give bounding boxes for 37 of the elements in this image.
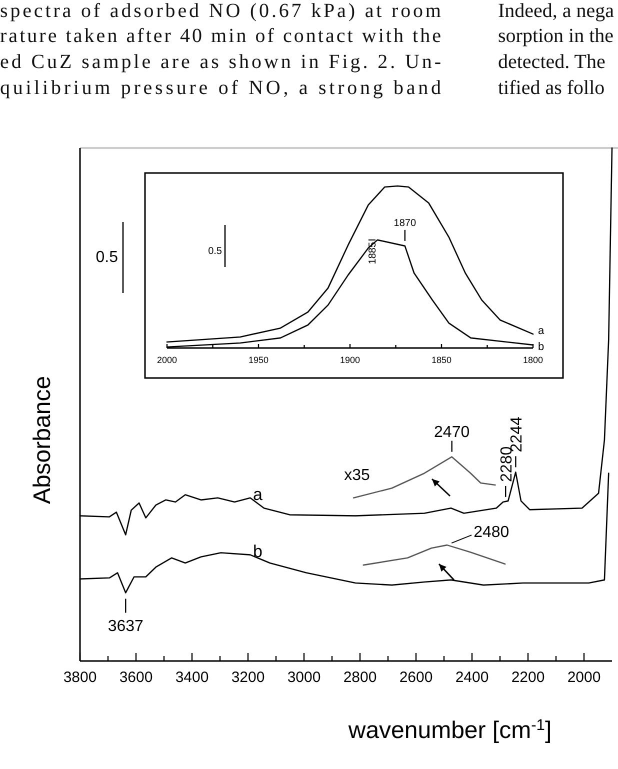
x-tick-label: 2800 — [343, 669, 377, 686]
x-tick-label: 2000 — [567, 669, 601, 686]
x-tick-label: 3200 — [231, 669, 265, 686]
x-tick-label: 2000 — [156, 355, 178, 365]
x-tick-label: 2200 — [511, 669, 545, 686]
annotation: 1870 — [394, 218, 416, 229]
x-tick-label: 1850 — [431, 355, 452, 365]
x-tick-label: 3800 — [63, 669, 97, 686]
text: Indeed, a nega — [498, 0, 614, 22]
series-label: b — [538, 341, 544, 353]
text: quilibrium pressure of NO, a strong band — [0, 77, 441, 99]
annotation: 2470 — [434, 424, 470, 441]
y-axis-title: Absorbance — [29, 376, 56, 504]
x-tick-label: 3000 — [287, 669, 321, 686]
annotation: 3637 — [108, 618, 144, 635]
annotation: 2480 — [474, 524, 510, 542]
x-tick-label: 3600 — [119, 669, 153, 686]
annotation: 0.5 — [208, 246, 222, 257]
text: rature taken after 40 min of contact with the — [0, 25, 442, 47]
x-tick-label: 1950 — [248, 355, 269, 365]
text: tified as follo — [498, 77, 605, 99]
x-axis-title: wavenumber [cm$^{-1}$] — [347, 716, 552, 744]
series-label: a — [538, 325, 545, 337]
text: sorption in the — [498, 25, 614, 47]
x-tick-label: 2600 — [399, 669, 433, 686]
text: detected. The — [498, 51, 606, 73]
annotation: 0.5 — [96, 249, 118, 266]
x-tick-label: 3400 — [175, 669, 209, 686]
x-tick-label: 2400 — [455, 669, 489, 686]
text: spectra of adsorbed NO (0.67 kPa) at room — [0, 0, 442, 22]
series-label: b — [253, 542, 262, 561]
annotation: 1885 — [367, 242, 378, 264]
series-label: a — [253, 485, 263, 504]
x-tick-label: 1900 — [340, 355, 360, 365]
text: ed CuZ sample are as shown in Fig. 2. Un- — [0, 51, 441, 73]
x-tick-label: 1800 — [522, 355, 544, 365]
annotation: x35 — [344, 467, 370, 484]
